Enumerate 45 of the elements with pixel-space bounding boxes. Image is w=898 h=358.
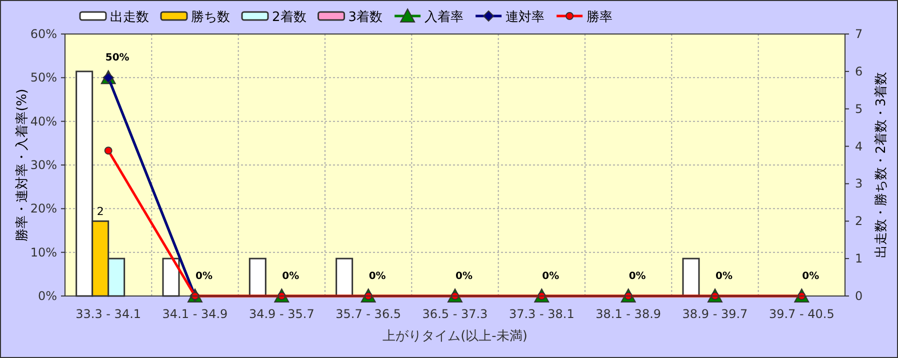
- legend-label: 連対率: [506, 9, 545, 25]
- x-tick-label: 38.1 - 38.9: [596, 307, 662, 321]
- legend-label: 勝ち数: [191, 10, 230, 25]
- y2-axis-title: 出走数・勝ち数・2着数・3着数: [873, 72, 889, 258]
- legend-label: 2着数: [272, 9, 306, 25]
- y2-tick-label: 4: [855, 139, 863, 154]
- x-tick-label: 36.5 - 37.3: [422, 307, 488, 321]
- data-label: 2: [96, 205, 104, 218]
- x-axis-title: 上がりタイム(以上-未満): [382, 329, 528, 344]
- x-tick-label: 38.9 - 39.7: [682, 307, 748, 321]
- point: [104, 146, 112, 155]
- y2-tick-label: 3: [855, 176, 863, 191]
- data-label: 0%: [628, 271, 646, 282]
- legend-label: 勝率: [586, 9, 613, 25]
- data-label: 0%: [716, 271, 732, 282]
- y-tick-label: 0%: [38, 289, 57, 303]
- y-tick-label: 10%: [30, 245, 57, 260]
- data-label: 50%: [105, 52, 130, 64]
- y2-tick-label: 1: [855, 252, 863, 266]
- x-tick-label: 34.1 - 34.9: [162, 307, 228, 321]
- y2-tick-label: 5: [855, 102, 863, 116]
- y-tick-label: 50%: [30, 70, 57, 85]
- x-tick-label: 35.7 - 36.5: [336, 307, 402, 321]
- x-tick-label: 33.3 - 34.1: [76, 307, 142, 321]
- data-label: 0%: [282, 271, 300, 282]
- y2-tick-label: 2: [855, 214, 863, 228]
- data-label: 0%: [196, 271, 212, 282]
- legend-label: 3着数: [348, 9, 383, 25]
- legend-label: 入着率: [424, 9, 464, 25]
- legend-label: 出走数: [110, 10, 149, 25]
- y-axis-title: 勝率・連対率・入着率(%): [14, 88, 30, 242]
- y2-tick-label: 7: [855, 27, 863, 41]
- data-label: 0%: [456, 271, 472, 282]
- y2-tick-label: 0: [855, 289, 863, 303]
- x-tick-label: 39.7 - 40.5: [768, 307, 834, 321]
- y2-tick-label: 6: [855, 64, 863, 78]
- y-tick-label: 60%: [30, 27, 57, 41]
- y-tick-label: 40%: [30, 114, 57, 128]
- y-tick-label: 30%: [30, 158, 57, 172]
- data-label: 0%: [542, 271, 560, 282]
- x-tick-label: 37.3 - 38.1: [508, 307, 574, 321]
- data-label: 0%: [802, 271, 820, 282]
- x-tick-label: 34.9 - 35.7: [248, 307, 314, 321]
- y-tick-label: 20%: [30, 202, 57, 216]
- data-label: 0%: [368, 271, 386, 282]
